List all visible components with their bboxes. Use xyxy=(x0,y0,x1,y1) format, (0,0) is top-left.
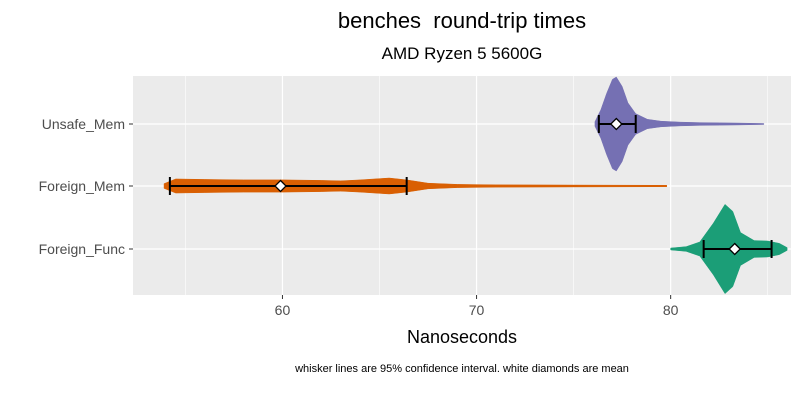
y-axis: Unsafe_Mem Foreign_Mem Foreign_Func xyxy=(39,116,133,257)
mean-diamond-unsafe-mem xyxy=(609,117,623,131)
chart-subtitle: AMD Ryzen 5 5600G xyxy=(381,44,543,63)
mean-diamond-foreign-mem xyxy=(274,179,287,193)
x-axis: 60 70 80 xyxy=(275,295,679,318)
mean-markers xyxy=(274,117,742,256)
mean-diamond-foreign-func xyxy=(728,242,742,256)
y-tick-label: Foreign_Mem xyxy=(39,178,125,194)
x-tick-label: 60 xyxy=(275,302,291,318)
x-tick-label: 80 xyxy=(663,302,679,318)
violin-unsafe-mem xyxy=(594,76,765,172)
x-axis-title: Nanoseconds xyxy=(407,327,517,347)
y-tick-label: Unsafe_Mem xyxy=(42,116,125,132)
chart-title: benches round-trip times xyxy=(337,8,587,33)
x-tick-label: 70 xyxy=(469,302,485,318)
violin-foreign-mem xyxy=(163,177,668,195)
y-tick-label: Foreign_Func xyxy=(39,241,125,257)
chart-caption: whisker lines are 95% confidence interva… xyxy=(295,363,629,375)
